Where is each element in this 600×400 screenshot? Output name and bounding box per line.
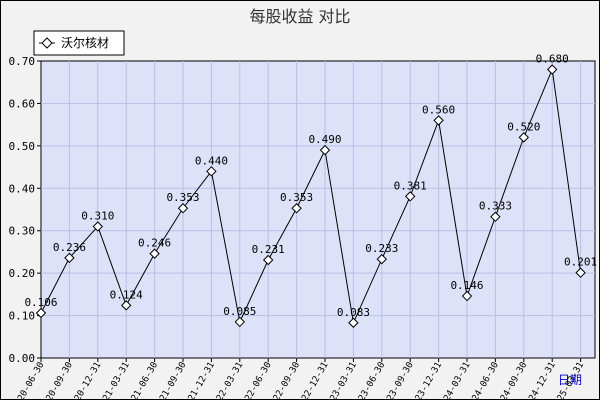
data-labels: 0.106 0.236 0.310 0.124 0.246 0.353 0.440 0.085… [24,52,597,318]
data-point [348,317,359,328]
data-point [206,166,217,177]
legend-diamond-icon [41,37,53,49]
data-label: 0.560 [422,103,455,116]
data-label: 0.201 [564,256,597,269]
series-points [35,64,586,328]
data-point [35,307,47,319]
y-axis: 0.00 0.10 0.20 0.30 0.40 0.50 0.60 0.70 [9,55,41,365]
data-label: 0.124 [110,288,143,301]
data-point [546,64,558,75]
data-label: 0.381 [394,179,427,192]
chart-title: 每股收益 对比 [249,7,350,26]
legend-label: 沃尔核材 [61,35,109,50]
data-label: 0.146 [450,279,483,292]
grid-lines [41,61,595,358]
y-tick-label: 0.10 [9,310,36,323]
data-label: 0.231 [252,243,285,256]
x-axis: 2020-06-302020-09-302020-12-312021-03-31… [11,358,586,399]
plot-area [40,60,596,359]
data-label: 0.236 [53,241,86,254]
data-point [518,132,530,143]
data-point [461,290,473,302]
y-tick-label: 0.30 [9,225,36,238]
data-point [92,221,104,232]
data-point [404,191,416,202]
data-point [319,144,331,156]
data-label: 0.353 [166,191,199,204]
y-tick-label: 0.00 [9,352,36,365]
data-label: 0.680 [536,52,569,65]
data-label: 0.520 [507,120,540,133]
data-point [234,316,246,328]
data-label: 0.085 [223,305,256,318]
data-label: 0.246 [138,237,171,250]
y-tick-label: 0.70 [9,55,36,68]
y-tick-label: 0.20 [9,267,36,280]
y-tick-label: 0.50 [9,140,36,153]
data-label: 0.440 [195,154,228,167]
series-line-沃尔核材 [40,67,582,325]
data-label: 0.106 [24,296,57,309]
data-label: 0.083 [337,306,370,319]
data-point [376,253,388,265]
y-tick-label: 0.60 [9,97,36,110]
x-tick-label: 2020-06-30 [11,361,47,400]
data-point [291,203,302,214]
legend: 沃尔核材 [33,30,125,56]
data-label: 0.353 [280,191,313,204]
data-point [490,211,501,222]
data-label: 0.310 [81,209,114,222]
data-label: 0.490 [308,133,341,146]
data-point [262,254,274,266]
data-point [64,252,75,264]
data-point [575,267,586,278]
data-point [120,300,132,311]
data-point [177,203,189,214]
data-label: 0.333 [479,200,512,213]
x-axis-label: 日期 [558,373,582,387]
data-label: 0.233 [365,242,398,255]
data-point [433,115,444,126]
data-point [149,248,160,259]
y-tick-label: 0.40 [9,182,36,195]
